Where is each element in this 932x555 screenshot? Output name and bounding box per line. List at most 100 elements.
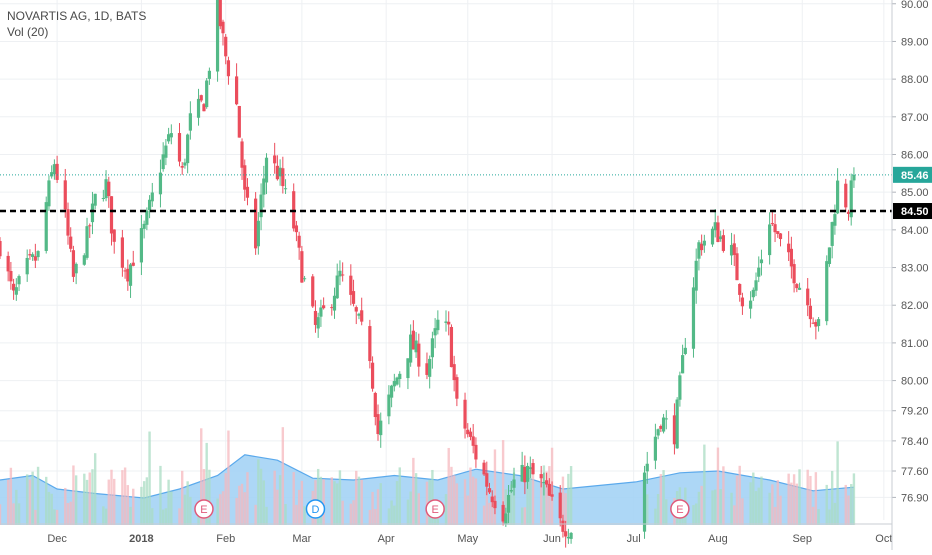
volume-bar [72,465,75,525]
volume-bar [319,476,323,525]
candle-body [449,326,454,368]
volume-bar [665,499,668,525]
candle-body [792,264,796,284]
volume-bar [132,488,135,525]
candle-body [85,226,89,258]
candle-body [335,275,339,299]
volume-bar [409,491,412,525]
earnings-marker-label[interactable]: E [200,504,207,516]
candle-body [351,291,356,304]
volume-bar [189,496,192,525]
candle-body [564,531,568,537]
volume-bar [379,483,382,525]
volume-bar [850,484,853,525]
candle-body [123,270,127,272]
candle-body [452,364,456,381]
candle-body [55,163,59,180]
candle-body [221,21,225,34]
candle-body [145,210,149,225]
candle-body [678,375,682,400]
volume-bar [376,489,380,525]
candle-body [169,133,173,138]
volume-bar [148,431,151,525]
candle-body [545,480,549,485]
volume-bar [809,475,812,525]
earnings-marker-label[interactable]: E [431,504,438,516]
candle-body [31,254,35,257]
candle-body [490,496,494,503]
volume-bar [273,470,276,525]
candle-body [509,490,513,492]
candle-body [338,270,342,277]
volume-bar [170,491,173,525]
candle-body [349,275,353,295]
candle-body [833,214,837,226]
volume-bar [735,475,739,525]
volume-bar [284,504,287,525]
volume-bar [66,503,70,525]
volume-bar [485,491,488,525]
volume-bar [463,479,467,525]
candle-body [82,255,86,265]
volume-bar [412,457,415,525]
candle-body [433,328,437,336]
candle-body [259,194,263,218]
x-tick-label: 2018 [129,533,153,545]
volume-bar [760,476,763,525]
candle-body [90,203,95,223]
volume-bar [539,476,543,525]
volume-bar [545,471,548,525]
earnings-marker[interactable] [670,499,690,519]
volume-bar [447,447,450,525]
candle-body [215,0,220,72]
volume-bar [493,449,497,525]
candle-body [425,363,429,375]
volume-bar [417,493,421,525]
candle-body [683,347,687,354]
candle-body [264,157,269,183]
volume-bar [330,477,333,525]
volume-bar [349,503,353,525]
volume-bar [47,491,51,525]
candle-body [322,305,326,309]
volume-bar [292,472,295,525]
candle-body [569,532,573,539]
volume-bar [159,465,162,525]
volume-bar [208,469,211,525]
dividend-marker[interactable] [305,499,326,519]
candle-body [468,431,473,437]
candle-body [751,289,755,298]
candle-body [6,255,10,272]
volume-bar [700,485,703,525]
candle-body [319,307,323,317]
candle-body [700,243,704,251]
volume-bar [74,475,78,525]
volume-bar [161,509,165,525]
candle-body [830,222,834,246]
volume-bar [374,509,377,525]
earnings-marker-label[interactable]: E [676,504,683,516]
volume-bar [738,465,741,525]
volume-bar [262,480,265,525]
volume-bar [88,472,91,525]
earnings-marker[interactable] [194,499,214,519]
earnings-marker[interactable] [425,499,445,519]
volume-bar [240,483,244,525]
volume-bar [338,470,342,525]
volume-bar [216,498,219,525]
candle-body [702,240,706,246]
volume-bar [246,472,249,525]
candle-body [482,462,486,475]
candle-body [390,385,394,398]
dividend-marker-label[interactable]: D [311,504,319,516]
y-tick-label: 78.40 [901,436,929,448]
candle-body [759,259,764,264]
volume-bar [322,479,325,525]
candle-body [44,202,48,251]
volume-bar [659,474,663,525]
candle-body [672,415,677,445]
volume-bar [102,506,105,525]
